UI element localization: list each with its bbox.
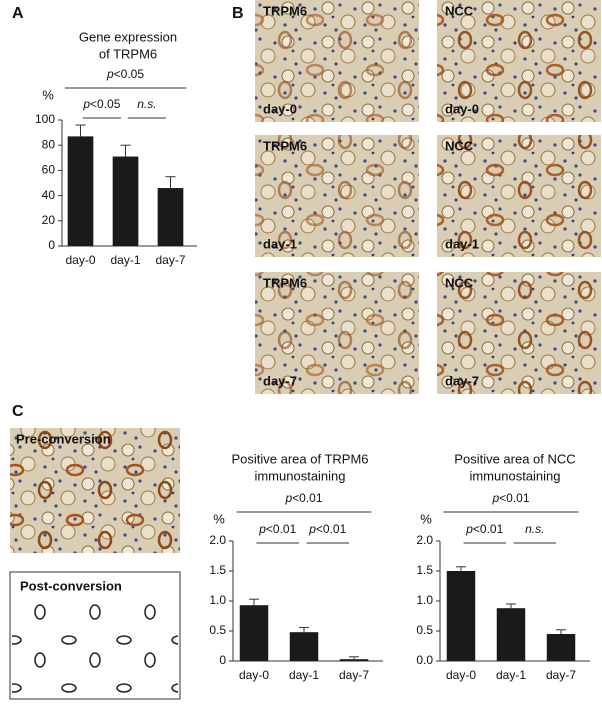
micrograph-stain: [437, 135, 601, 257]
panel-label: B: [232, 5, 244, 22]
micrograph-stain: [437, 0, 601, 122]
chart-title: of TRPM6: [99, 46, 157, 61]
day-label: day-0: [445, 101, 479, 116]
x-tick-label: day-7: [339, 668, 369, 682]
chart-title: immunostaining: [469, 468, 560, 483]
chart-title: Positive area of NCC: [454, 451, 575, 466]
micrograph: TRPM6 day-0: [255, 0, 419, 122]
panel-label: C: [12, 403, 24, 420]
y-tick-label: 0.5: [416, 623, 433, 637]
chart-title: Positive area of TRPM6: [231, 451, 368, 466]
y-tick-label: 1.5: [209, 563, 226, 577]
x-tick-label: day-7: [546, 668, 576, 682]
y-tick-label: 0: [219, 653, 226, 667]
comparison-label: n.s.: [525, 522, 544, 536]
x-tick-label: day-0: [446, 668, 476, 682]
bar: [496, 608, 526, 661]
day-label: day-1: [263, 236, 297, 251]
bar: [446, 571, 476, 661]
micrograph: NCC day-1: [437, 135, 601, 257]
bar: [239, 605, 269, 661]
micrograph: TRPM6 day-1: [255, 135, 419, 257]
stain-label: TRPM6: [263, 275, 307, 290]
stain-label: TRPM6: [263, 3, 307, 18]
y-tick-label: 2.0: [209, 533, 226, 547]
y-tick-label: 20: [42, 213, 56, 227]
day-label: day-7: [263, 373, 297, 388]
chart-title: immunostaining: [254, 468, 345, 483]
stain-label: NCC: [445, 3, 474, 18]
image-label: Pre-conversion: [16, 431, 111, 446]
pre-conversion-image: Pre-conversion: [10, 428, 180, 553]
y-tick-label: 1.0: [209, 593, 226, 607]
day-label: day-0: [263, 101, 297, 116]
bar: [546, 634, 576, 661]
stain-label: TRPM6: [263, 138, 307, 153]
chart-title: Gene expression: [79, 29, 177, 44]
y-tick-label: 1.5: [416, 563, 433, 577]
y-tick-label: 0.0: [416, 653, 433, 667]
micrograph: NCC day-0: [437, 0, 601, 122]
y-tick-label: 0.5: [209, 623, 226, 637]
comparison-label: p<0.01: [465, 522, 503, 536]
x-tick-label: day-1: [289, 668, 319, 682]
bar: [112, 156, 139, 246]
bar: [289, 632, 319, 661]
comparison-label: p<0.01: [308, 522, 346, 536]
bar: [67, 136, 94, 246]
micrograph: NCC day-7: [437, 272, 601, 394]
comparison-label: n.s.: [137, 97, 156, 111]
y-tick-label: 0: [48, 238, 55, 252]
comparison-label: p<0.01: [284, 491, 322, 505]
bar: [339, 659, 369, 661]
comparison-label: p<0.05: [82, 97, 120, 111]
panel-label: A: [12, 5, 24, 22]
stain-label: NCC: [445, 138, 474, 153]
comparison-label: p<0.01: [491, 491, 529, 505]
image-label: Post-conversion: [20, 578, 122, 593]
x-tick-label: day-0: [65, 253, 95, 267]
x-tick-label: day-7: [155, 253, 185, 267]
micrograph-stain: [255, 0, 419, 122]
y-tick-label: 60: [42, 163, 56, 177]
post-conversion-image: Post-conversion: [9, 571, 181, 700]
y-axis-label: %: [42, 87, 54, 102]
stain-label: NCC: [445, 275, 474, 290]
y-tick-label: 2.0: [416, 533, 433, 547]
y-tick-label: 80: [42, 137, 56, 151]
comparison-label: p<0.05: [106, 67, 144, 81]
micrograph-stain: [255, 272, 419, 394]
day-label: day-1: [445, 236, 479, 251]
y-axis-label: %: [420, 511, 432, 526]
x-tick-label: day-1: [110, 253, 140, 267]
bar: [157, 188, 184, 246]
y-tick-label: 100: [35, 112, 55, 126]
x-tick-label: day-0: [239, 668, 269, 682]
micrograph-stain: [255, 135, 419, 257]
y-axis-label: %: [213, 511, 225, 526]
micrograph-stain: [437, 272, 601, 394]
day-label: day-7: [445, 373, 479, 388]
y-tick-label: 40: [42, 188, 56, 202]
x-tick-label: day-1: [496, 668, 526, 682]
comparison-label: p<0.01: [258, 522, 296, 536]
y-tick-label: 1.0: [416, 593, 433, 607]
micrograph: TRPM6 day-7: [255, 272, 419, 394]
